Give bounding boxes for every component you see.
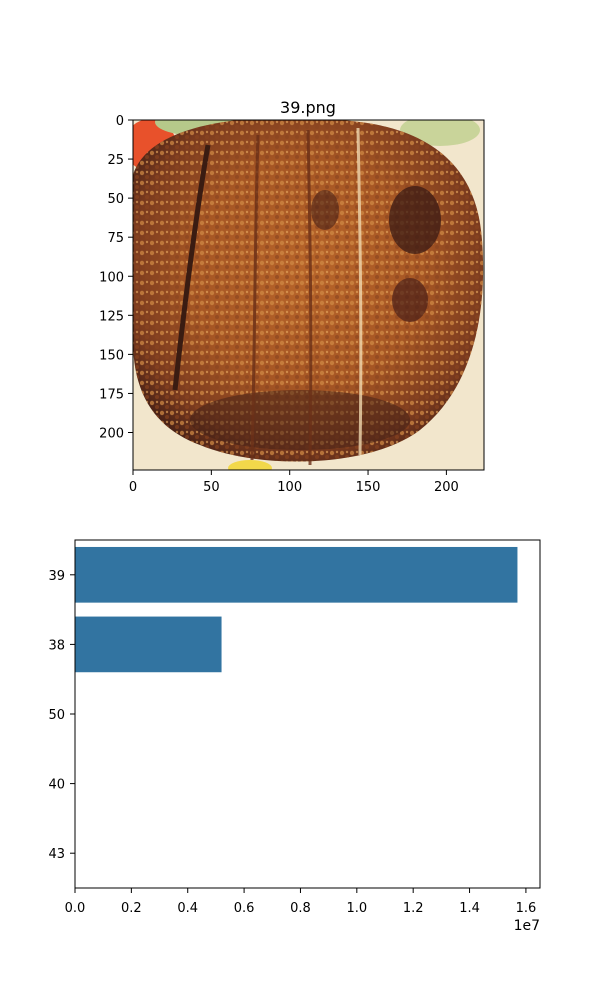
image-y-tick-label: 100 [99, 270, 124, 285]
bar-x-tick-label: 0.4 [177, 901, 198, 916]
bar-x-tick-label: 1.6 [516, 901, 537, 916]
image-y-tick-label: 0 [116, 114, 124, 129]
image-y-ticks: 0 25 50 75 100 125 150 175 200 [99, 114, 133, 442]
bar-x-tick-label: 1.4 [459, 901, 480, 916]
image-x-tick-label: 0 [129, 480, 137, 495]
image-y-tick-label: 200 [99, 427, 124, 442]
image-x-tick-label: 200 [434, 480, 459, 495]
bar-y-tick-label: 40 [48, 778, 65, 793]
lemon-garnish [228, 460, 272, 470]
image-y-tick-label: 175 [99, 387, 124, 402]
x-offset-label: 1e7 [514, 918, 540, 934]
bar-y-tick-label: 38 [48, 638, 65, 653]
image-x-tick-label: 50 [203, 480, 220, 495]
bar-y-ticks: 39 38 50 40 43 [48, 569, 75, 862]
image-title: 39.png [280, 98, 336, 117]
bar-x-ticks: 0.0 0.2 0.4 0.6 0.8 1.0 1.2 1.4 1.6 [65, 888, 537, 916]
image-x-ticks: 0 50 100 150 200 [129, 470, 459, 495]
bar-39 [75, 546, 518, 603]
image-y-tick-label: 50 [107, 192, 124, 207]
food-image [133, 120, 484, 470]
bar-x-tick-label: 0.0 [65, 901, 86, 916]
bar-panel: 0.0 0.2 0.4 0.6 0.8 1.0 1.2 1.4 1.6 39 38 50 40 43 1… [48, 539, 541, 934]
image-y-tick-label: 125 [99, 309, 124, 324]
bar-y-tick-label: 43 [48, 847, 65, 862]
image-x-tick-label: 100 [277, 480, 302, 495]
bar-x-tick-label: 0.2 [121, 901, 142, 916]
bar-38 [75, 616, 222, 673]
bar-y-tick-label: 50 [48, 708, 65, 723]
image-panel: 39.png 0 50 100 150 200 0 25 50 75 100 [99, 98, 485, 495]
bar-x-tick-label: 1.2 [403, 901, 424, 916]
image-x-tick-label: 150 [356, 480, 381, 495]
image-y-tick-label: 150 [99, 348, 124, 363]
bar-x-tick-label: 0.8 [290, 901, 311, 916]
image-y-tick-label: 75 [107, 231, 124, 246]
bars [75, 546, 518, 673]
image-frame [132, 119, 485, 471]
bar-y-tick-label: 39 [48, 569, 65, 584]
bar-x-tick-label: 0.6 [234, 901, 255, 916]
image-y-tick-label: 25 [107, 153, 124, 168]
bar-x-tick-label: 1.0 [346, 901, 367, 916]
